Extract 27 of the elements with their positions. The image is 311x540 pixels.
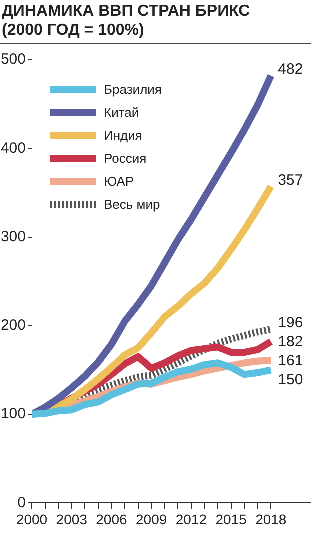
chart-title: ДИНАМИКА ВВП СТРАН БРИКС bbox=[1, 2, 252, 21]
y-tick-label: 100 bbox=[0, 406, 26, 423]
x-tick-label: 2015 bbox=[216, 511, 248, 528]
legend-label: Весь мир bbox=[104, 197, 160, 212]
data-label: 161 bbox=[278, 352, 304, 370]
legend-label: Бразилия bbox=[104, 82, 162, 97]
y-tick-label: 300 bbox=[0, 228, 26, 246]
data-label: 150 bbox=[278, 372, 304, 389]
x-tick-label: 2006 bbox=[96, 511, 128, 528]
legend-label: ЮАР bbox=[104, 174, 134, 189]
legend-label: Китай bbox=[104, 105, 140, 120]
data-label: 196 bbox=[278, 314, 304, 332]
x-tick-label: 2018 bbox=[256, 511, 287, 528]
x-tick-label: 2012 bbox=[176, 511, 208, 528]
x-tick-label: 2009 bbox=[136, 511, 168, 528]
y-tick-label: 400 bbox=[0, 140, 26, 157]
chart-subtitle: (2000 ГОД = 100%) bbox=[1, 21, 146, 40]
data-label: 357 bbox=[278, 172, 304, 189]
legend-label: Индия bbox=[104, 128, 142, 143]
y-tick-label: 0 bbox=[18, 494, 26, 512]
data-label: 482 bbox=[278, 61, 304, 78]
x-tick-label: 2000 bbox=[16, 511, 48, 528]
y-tick-label: 500 bbox=[0, 51, 26, 68]
x-tick-label: 2003 bbox=[56, 511, 88, 528]
legend-label: Россия bbox=[104, 151, 147, 166]
y-tick-label: 200 bbox=[0, 317, 26, 334]
data-label: 182 bbox=[278, 334, 304, 351]
